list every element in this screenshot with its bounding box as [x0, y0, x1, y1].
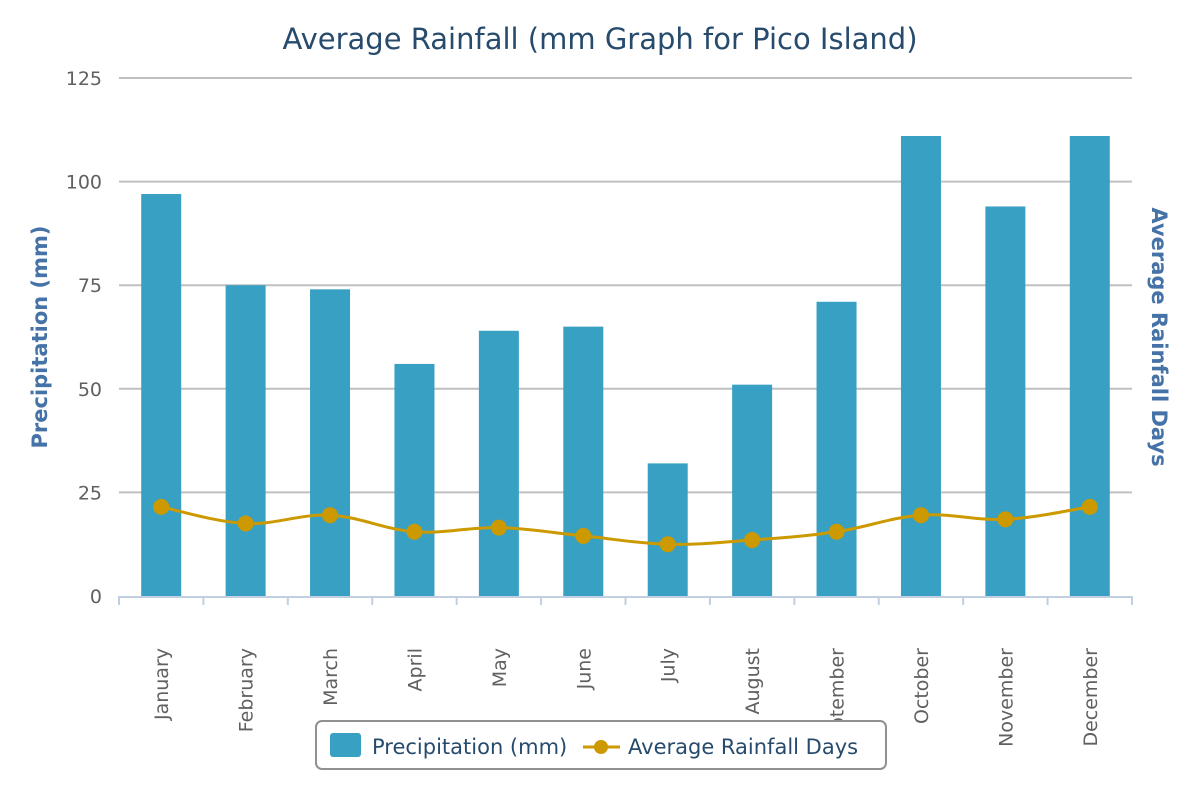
y-axis-title: Precipitation (mm): [28, 226, 52, 449]
legend: Precipitation (mm) Average Rainfall Days: [315, 720, 887, 770]
x-tick-label: July: [658, 648, 680, 683]
point-march[interactable]: [322, 507, 339, 524]
y-tick-label: 50: [78, 379, 102, 401]
y-tick-label: 25: [78, 482, 102, 504]
legend-marker-swatch[interactable]: [594, 740, 608, 754]
y-tick-label: 0: [90, 586, 102, 608]
bar-november[interactable]: [985, 206, 1026, 597]
bar-march[interactable]: [310, 289, 351, 596]
y-tick-label: 75: [78, 275, 102, 297]
bar-january[interactable]: [141, 194, 182, 597]
y-axis-ticks: 0 25 50 75 100 125: [66, 68, 102, 608]
x-tick-label: June: [573, 648, 595, 690]
legend-bar-swatch[interactable]: [330, 733, 361, 757]
point-september[interactable]: [828, 523, 845, 540]
x-tick-label: March: [320, 648, 342, 706]
x-tick-label: April: [404, 648, 426, 691]
y2-axis-title: Average Rainfall Days: [1147, 207, 1171, 466]
y-tick-label: 100: [66, 172, 102, 194]
bar-september[interactable]: [816, 301, 857, 596]
point-july[interactable]: [659, 536, 676, 553]
gridlines: [119, 77, 1132, 494]
x-tick-label: August: [742, 648, 764, 715]
y-tick-label: 125: [66, 68, 102, 90]
x-tick-label: January: [151, 648, 173, 721]
legend-label-precipitation[interactable]: Precipitation (mm): [372, 735, 567, 759]
bar-april[interactable]: [394, 363, 435, 596]
bars: [141, 136, 1110, 597]
x-tick-label: May: [489, 648, 511, 687]
legend-label-rainfall-days[interactable]: Average Rainfall Days: [628, 735, 858, 759]
bar-july[interactable]: [647, 463, 688, 596]
bar-december[interactable]: [1069, 136, 1110, 597]
point-december[interactable]: [1081, 498, 1098, 515]
bar-june[interactable]: [563, 326, 604, 596]
x-tick-label: February: [236, 648, 258, 732]
line-series: [153, 498, 1098, 553]
point-april[interactable]: [406, 523, 423, 540]
x-tick-label: November: [995, 648, 1017, 747]
bar-august[interactable]: [732, 384, 773, 596]
point-may[interactable]: [490, 519, 507, 536]
point-october[interactable]: [912, 507, 929, 524]
x-tick-label: December: [1080, 648, 1102, 747]
x-axis: [118, 596, 1133, 605]
x-tick-label: October: [911, 648, 933, 724]
bar-may[interactable]: [478, 330, 519, 596]
bar-october[interactable]: [900, 136, 941, 597]
point-june[interactable]: [575, 527, 592, 544]
point-february[interactable]: [237, 515, 254, 532]
bar-february[interactable]: [225, 285, 266, 596]
chart-title: Average Rainfall (mm Graph for Pico Isla…: [282, 22, 917, 56]
rainfall-days-line: [160, 505, 1091, 546]
point-november[interactable]: [997, 511, 1014, 528]
point-january[interactable]: [153, 498, 170, 515]
point-august[interactable]: [744, 532, 761, 549]
